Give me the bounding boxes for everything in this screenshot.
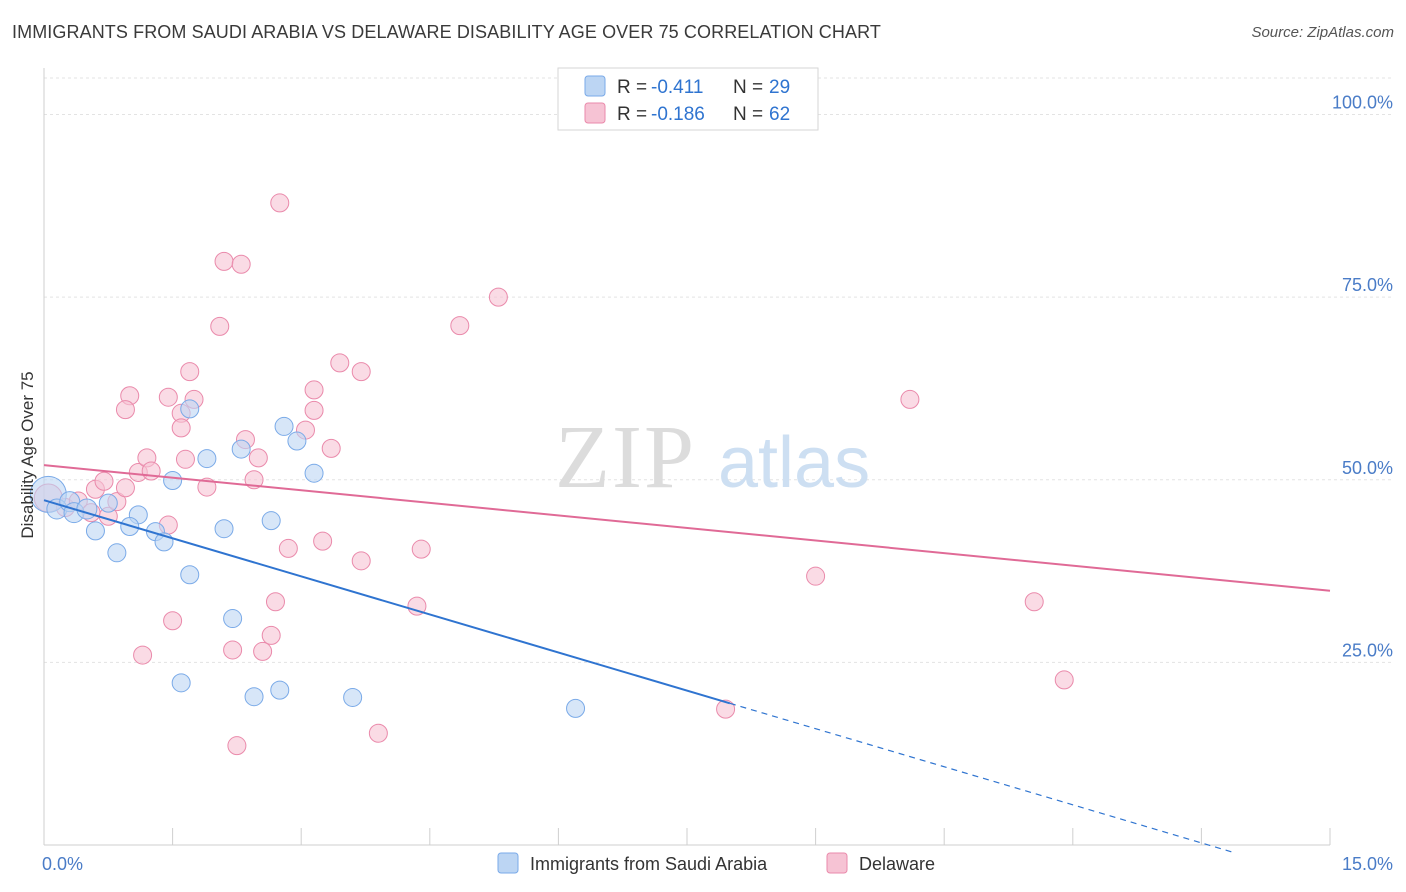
- saudi-arabia-point: [343, 687, 363, 707]
- watermark: ZIP atlas: [555, 408, 870, 507]
- delaware-point: [900, 389, 920, 409]
- delaware-point: [278, 538, 298, 558]
- delaware-point: [248, 448, 268, 468]
- legend-swatch-pink: [584, 102, 606, 124]
- y-tick-label: 50.0%: [1342, 458, 1393, 478]
- saudi-arabia-point: [107, 543, 127, 563]
- y-tick-labels: 25.0% 50.0% 75.0% 100.0%: [1332, 93, 1393, 661]
- delaware-point: [210, 316, 230, 336]
- delaware-point: [115, 400, 135, 420]
- watermark-zip: ZIP: [555, 408, 696, 507]
- delaware-point: [158, 387, 178, 407]
- trend-lines: [43, 464, 1331, 854]
- delaware-point: [321, 438, 341, 458]
- delaware-point: [304, 400, 324, 420]
- delaware-point: [231, 254, 251, 274]
- delaware-point: [197, 477, 217, 497]
- delaware-point: [171, 418, 191, 438]
- delaware-point: [175, 449, 195, 469]
- saudi-arabia-point: [566, 698, 586, 718]
- delaware-point: [488, 287, 508, 307]
- series-legend-label-blue: Immigrants from Saudi Arabia: [530, 854, 768, 874]
- delaware-point: [351, 362, 371, 382]
- saudi-arabia-point: [287, 431, 307, 451]
- legend-n-label-pink: N =: [733, 104, 763, 125]
- delaware-point: [227, 736, 247, 756]
- y-axis-label: Disability Age Over 75: [18, 371, 37, 538]
- delaware-point: [1054, 670, 1074, 690]
- delaware-point: [141, 461, 161, 481]
- x-tick-labels: 0.0% 15.0%: [42, 854, 1393, 874]
- source-label: Source: ZipAtlas.com: [1251, 24, 1394, 41]
- x-tick-label: 15.0%: [1342, 854, 1393, 874]
- saudi-arabia-point: [180, 565, 200, 585]
- saudi-arabia-point: [197, 449, 217, 469]
- chart-title: IMMIGRANTS FROM SAUDI ARABIA VS DELAWARE…: [12, 22, 881, 42]
- saudi-arabia-point: [180, 399, 200, 419]
- saudi-arabia-point: [171, 673, 191, 693]
- delaware-point: [1024, 592, 1044, 612]
- saudi-arabia-trend-line: [43, 499, 731, 705]
- series-legend-label-pink: Delaware: [859, 854, 935, 874]
- delaware-point: [407, 596, 427, 616]
- y-tick-label: 25.0%: [1342, 640, 1393, 660]
- saudi-arabia-point: [214, 519, 234, 539]
- delaware-point: [223, 640, 243, 660]
- legend-n-value-blue: 29: [769, 77, 790, 98]
- y-tick-label: 100.0%: [1332, 93, 1393, 113]
- watermark-atlas: atlas: [718, 423, 870, 503]
- delaware-point: [330, 353, 350, 373]
- delaware-point: [411, 539, 431, 559]
- saudi-arabia-point: [223, 609, 243, 629]
- legend-swatch-blue: [584, 75, 606, 97]
- delaware-point: [304, 380, 324, 400]
- saudi-arabia-trend-extension: [729, 702, 1236, 854]
- delaware-point: [133, 645, 153, 665]
- saudi-arabia-point: [261, 511, 281, 531]
- legend-n-value-pink: 62: [769, 104, 790, 125]
- saudi-arabia-point: [304, 463, 324, 483]
- delaware-point: [270, 193, 290, 213]
- delaware-point: [163, 611, 183, 631]
- legend-r-value-pink: -0.186: [651, 104, 705, 125]
- delaware-point: [806, 566, 826, 586]
- delaware-point: [368, 723, 388, 743]
- saudi-arabia-points: [29, 399, 586, 718]
- legend-r-label-blue: R =: [617, 77, 647, 98]
- saudi-arabia-point: [244, 687, 264, 707]
- delaware-point: [115, 478, 135, 498]
- legend-n-label-blue: N =: [733, 77, 763, 98]
- delaware-point: [450, 316, 470, 336]
- delaware-point: [261, 625, 281, 645]
- legend-r-label-pink: R =: [617, 104, 647, 125]
- saudi-arabia-point: [231, 439, 251, 459]
- delaware-point: [180, 362, 200, 382]
- grid-lines: [44, 77, 1392, 663]
- axes: [43, 68, 1331, 846]
- delaware-point: [94, 471, 114, 491]
- delaware-point: [351, 551, 371, 571]
- legend-r-value-blue: -0.411: [651, 77, 703, 98]
- delaware-point: [716, 699, 736, 719]
- y-tick-label: 75.0%: [1342, 275, 1393, 295]
- series-legend-swatch-pink: [826, 852, 848, 874]
- stats-legend: R = -0.411 N = 29 R = -0.186 N = 62: [557, 67, 819, 131]
- series-legend: Immigrants from Saudi Arabia Delaware: [497, 852, 935, 874]
- delaware-point: [313, 531, 333, 551]
- delaware-point: [253, 641, 273, 661]
- series-legend-swatch-blue: [497, 852, 519, 874]
- x-tick-label: 0.0%: [42, 854, 83, 874]
- delaware-point: [214, 251, 234, 271]
- saudi-arabia-point: [98, 493, 118, 513]
- saudi-arabia-point: [163, 470, 183, 490]
- saudi-arabia-point: [270, 680, 290, 700]
- delaware-trend-line: [43, 464, 1331, 592]
- delaware-points: [33, 193, 1074, 756]
- saudi-arabia-point: [85, 521, 105, 541]
- saudi-arabia-point: [274, 416, 294, 436]
- delaware-point: [265, 592, 285, 612]
